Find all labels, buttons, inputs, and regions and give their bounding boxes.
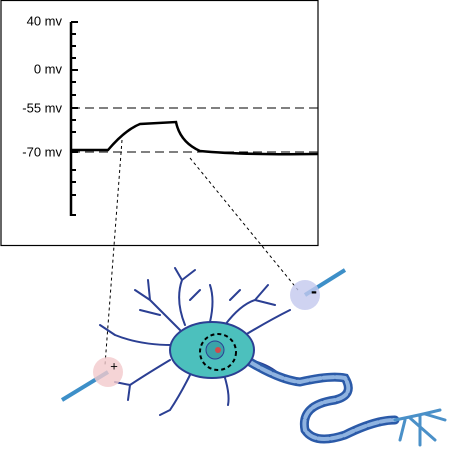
- axis-label: -55 mv: [22, 100, 62, 115]
- nucleus: [199, 333, 237, 371]
- electrode-positive: [93, 357, 123, 387]
- axis-label: -70 mv: [22, 144, 62, 159]
- axis-label: 40 mv: [27, 13, 63, 28]
- connector: [189, 157, 299, 291]
- nucleolus-core: [215, 347, 221, 353]
- electrode-sign: -: [311, 281, 317, 301]
- connector: [104, 139, 123, 366]
- axis-label: 0 mv: [34, 61, 63, 76]
- potential-trace: [71, 120, 319, 156]
- electrode-negative: [290, 280, 320, 310]
- neuron: [99, 267, 447, 447]
- electrode-sign: +: [110, 358, 118, 373]
